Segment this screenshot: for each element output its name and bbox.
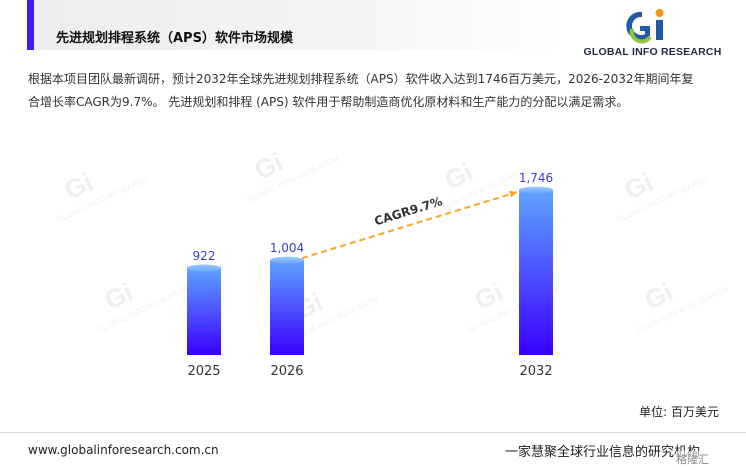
gi-logo-icon xyxy=(626,9,664,44)
description-line-2: 合增长率CAGR为9.7%。 先进规划和排程 (APS) 软件用于帮助制造商优化… xyxy=(28,95,629,109)
brand-logo: GLOBAL INFO RESEARCH xyxy=(580,6,725,60)
title-band xyxy=(34,0,564,50)
data-label-2032: 1,746 xyxy=(519,171,553,185)
description-line-1: 根据本项目团队最新调研，预计2032年全球先进规划排程系统（APS）软件收入达到… xyxy=(28,72,694,86)
footer-slogan: 一家慧聚全球行业信息的研究机构 xyxy=(504,445,700,460)
cagr-arrow-line xyxy=(301,191,518,260)
bar-cap-2032 xyxy=(519,186,553,194)
logo-wordmark: GLOBAL INFO RESEARCH xyxy=(583,46,722,58)
data-label-2025: 922 xyxy=(193,249,216,263)
corner-watermark: 格隆汇 xyxy=(676,451,740,469)
bar-cap-2025 xyxy=(187,264,221,272)
bar-2026 xyxy=(270,260,304,355)
footer-website: www.globalinforesearch.com.cn xyxy=(28,443,219,457)
bar-2025 xyxy=(187,267,221,355)
unit-label: 单位: 百万美元 xyxy=(639,405,719,419)
title-accent-bar xyxy=(27,0,34,50)
bar-cap-2026 xyxy=(270,256,304,264)
cagr-annotation-label: CAGR9.7% xyxy=(373,194,444,228)
x-tick-2032: 2032 xyxy=(519,364,552,379)
description: 根据本项目团队最新调研，预计2032年全球先进规划排程系统（APS）软件收入达到… xyxy=(28,68,718,114)
footer-divider xyxy=(0,432,746,433)
data-label-2026: 1,004 xyxy=(270,241,304,255)
x-tick-2025: 2025 xyxy=(187,364,220,379)
x-tick-2026: 2026 xyxy=(270,364,303,379)
bar-2032 xyxy=(519,190,553,355)
page-title: 先进规划排程系统（APS）软件市场规模 xyxy=(56,31,293,46)
cagr-arrow-head xyxy=(509,190,517,198)
